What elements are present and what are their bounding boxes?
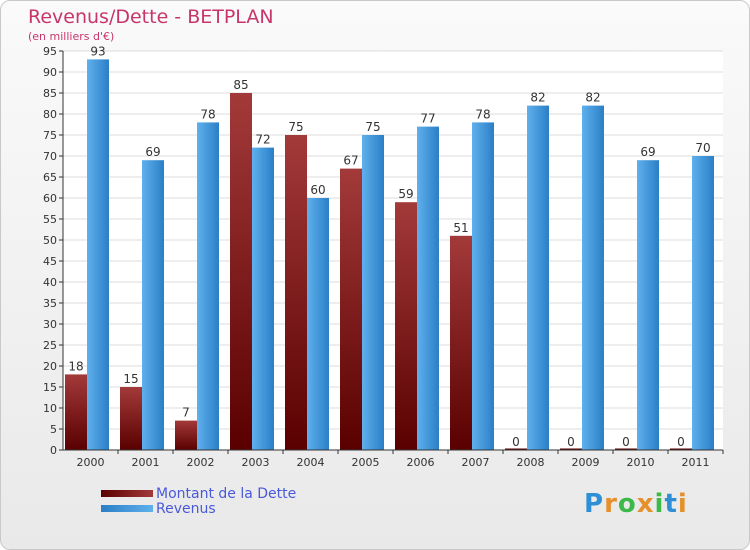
- legend-swatch-revenus: [101, 505, 153, 512]
- y-tick-label: 30: [43, 318, 57, 331]
- data-label-revenus: 75: [365, 120, 380, 134]
- x-tick-label: 2002: [187, 456, 215, 469]
- data-label-dette: 15: [123, 372, 138, 386]
- y-tick-label: 15: [43, 381, 57, 394]
- x-tick-label: 2001: [132, 456, 160, 469]
- legend-label-revenus: Revenus: [156, 501, 216, 517]
- logo-letter: o: [617, 489, 637, 519]
- bar-revenus: [472, 122, 494, 451]
- data-label-dette: 0: [512, 435, 520, 449]
- bar-revenus: [142, 160, 164, 450]
- y-tick-label: 80: [43, 108, 57, 121]
- data-label-dette: 0: [622, 435, 630, 449]
- data-label-dette: 51: [453, 221, 468, 235]
- bar-revenus: [582, 105, 604, 450]
- bar-revenus: [307, 198, 329, 450]
- bar-revenus: [197, 122, 219, 451]
- data-label-revenus: 70: [695, 141, 710, 155]
- data-label-dette: 85: [233, 78, 248, 92]
- bar-dette: [230, 93, 252, 450]
- data-label-revenus: 69: [640, 145, 655, 159]
- bar-revenus: [692, 156, 714, 450]
- data-label-revenus: 82: [585, 91, 600, 105]
- bar-dette: [395, 202, 417, 450]
- data-label-dette: 75: [288, 120, 303, 134]
- bar-revenus: [527, 105, 549, 450]
- bar-dette: [65, 374, 87, 450]
- y-tick-label: 25: [43, 339, 57, 352]
- logo-letter: i: [654, 489, 665, 519]
- x-tick-label: 2011: [682, 456, 710, 469]
- logo-letter: t: [664, 489, 678, 519]
- bar-dette: [120, 387, 142, 450]
- data-label-revenus: 69: [145, 145, 160, 159]
- y-tick-label: 60: [43, 192, 57, 205]
- data-label-dette: 7: [182, 406, 190, 420]
- x-tick-label: 2005: [352, 456, 380, 469]
- x-tick-label: 2007: [462, 456, 490, 469]
- logo-letter: r: [604, 489, 618, 519]
- logo-letter: P: [584, 489, 605, 519]
- x-tick-label: 2006: [407, 456, 435, 469]
- y-tick-label: 45: [43, 255, 57, 268]
- logo-letter: i: [677, 489, 688, 519]
- y-tick-label: 95: [43, 45, 57, 58]
- y-tick-label: 65: [43, 171, 57, 184]
- bar-revenus: [252, 147, 274, 450]
- data-label-revenus: 82: [530, 91, 545, 105]
- bar-revenus: [362, 135, 384, 450]
- y-tick-label: 35: [43, 297, 57, 310]
- x-tick-label: 2009: [572, 456, 600, 469]
- chart-subtitle: (en milliers d'€): [28, 30, 115, 43]
- bar-dette: [175, 420, 197, 450]
- data-label-dette: 67: [343, 154, 358, 168]
- logo-letter: x: [636, 489, 655, 519]
- data-label-revenus: 60: [310, 183, 325, 197]
- x-tick-label: 2003: [242, 456, 270, 469]
- y-tick-label: 90: [43, 66, 57, 79]
- y-tick-label: 50: [43, 234, 57, 247]
- legend-label-dette: Montant de la Dette: [156, 486, 297, 502]
- bar-revenus: [637, 160, 659, 450]
- bar-revenus: [417, 126, 439, 450]
- y-tick-label: 85: [43, 87, 57, 100]
- y-tick-label: 55: [43, 213, 57, 226]
- x-tick-label: 2000: [77, 456, 105, 469]
- data-label-revenus: 77: [420, 112, 435, 126]
- x-tick-label: 2010: [627, 456, 655, 469]
- proxiti-logo: Proxiti: [584, 489, 688, 519]
- y-tick-label: 40: [43, 276, 57, 289]
- data-label-dette: 0: [677, 435, 685, 449]
- data-label-dette: 59: [398, 187, 413, 201]
- legend-swatch-dette: [101, 490, 153, 497]
- data-label-revenus: 93: [90, 44, 105, 58]
- bar-revenus: [87, 59, 109, 451]
- y-tick-label: 75: [43, 129, 57, 142]
- data-label-dette: 0: [567, 435, 575, 449]
- data-label-revenus: 72: [255, 133, 270, 147]
- y-tick-label: 10: [43, 402, 57, 415]
- y-tick-label: 0: [50, 444, 57, 457]
- data-label-revenus: 78: [200, 107, 215, 121]
- bar-dette: [450, 235, 472, 450]
- x-tick-label: 2004: [297, 456, 325, 469]
- y-tick-label: 20: [43, 360, 57, 373]
- bar-dette: [340, 168, 362, 450]
- plot-area: [63, 51, 723, 450]
- data-label-revenus: 78: [475, 107, 490, 121]
- y-tick-label: 5: [50, 423, 57, 436]
- chart-title: Revenus/Dette - BETPLAN: [28, 6, 274, 28]
- data-label-dette: 18: [68, 359, 83, 373]
- y-tick-label: 70: [43, 150, 57, 163]
- bar-dette: [285, 135, 307, 450]
- x-tick-label: 2008: [517, 456, 545, 469]
